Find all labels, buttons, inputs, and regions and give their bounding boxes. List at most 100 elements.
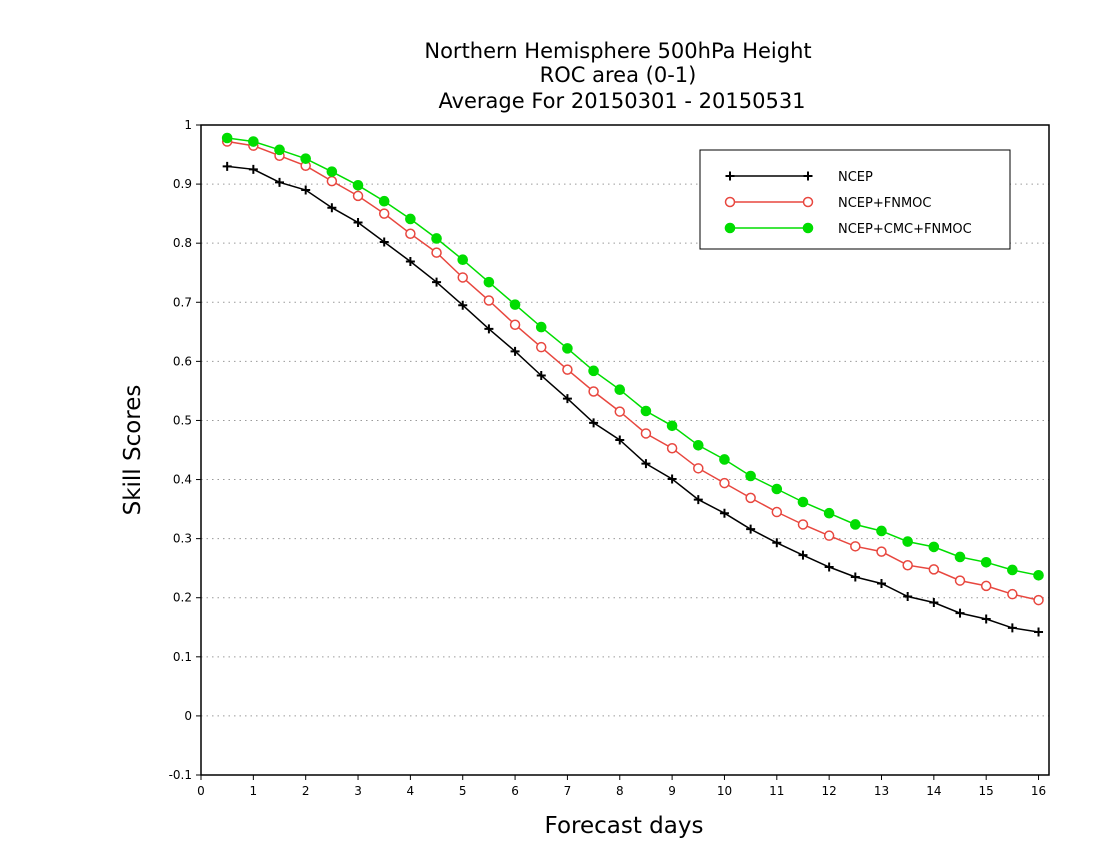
data-point [614,384,626,396]
data-point [772,538,782,548]
legend-label: NCEP [838,170,873,185]
data-point [405,257,415,266]
data-point [562,343,573,354]
data-point [640,405,652,417]
x-tick-label: 12 [822,784,837,798]
data-point [275,177,285,187]
data-point [379,237,389,247]
series-1 [222,161,1044,637]
data-point [876,546,887,557]
series-2 [221,136,1044,606]
data-point [929,597,939,607]
y-tick-label: 0.9 [173,177,192,191]
data-point [745,492,756,504]
gridlines [201,183,1049,717]
data-point [614,406,626,417]
data-point [248,164,258,174]
x-tick-label: 10 [717,784,732,798]
data-point [405,228,416,239]
data-point [431,247,442,258]
data-point [222,161,232,171]
y-tick-label: 1 [184,118,192,132]
data-point [1007,564,1018,576]
legend-marker [803,171,813,181]
data-point [1034,627,1044,637]
y-axis-label: Skill Scores [120,385,146,516]
data-point [1007,623,1017,633]
legend-marker [724,196,736,208]
y-tick-label: 0.4 [173,473,192,487]
chart-title-line-2: ROC area (0-1) [540,63,697,87]
data-point [693,495,703,505]
legend-items: NCEP NCEP+FNMOC NCEP+CMC+FNMOC [724,170,972,237]
series-3 [221,132,1044,581]
y-tick-label: -0.1 [169,768,192,782]
axis-ticks: -0.100.10.20.30.40.50.60.70.80.910 1 2 3 4 5 6… [169,118,1047,798]
y-tick-label: 0.5 [173,413,192,427]
data-point [458,300,468,310]
x-tick-label: 3 [354,784,362,798]
data-point [693,463,704,474]
data-point [903,592,913,602]
data-point [641,459,651,469]
data-point [797,496,809,508]
data-point [457,254,469,266]
data-point [876,525,887,537]
y-tick-label: 0.2 [173,591,192,605]
data-point [353,218,363,227]
series-group [221,132,1044,637]
data-point [667,474,677,484]
y-tick-label: 0.8 [173,236,192,250]
x-tick-label: 2 [302,784,310,798]
data-point [352,179,364,191]
data-point [509,299,521,310]
x-tick-label: 11 [769,784,784,798]
data-point [483,276,495,288]
data-point [327,203,337,213]
data-point [719,508,729,518]
data-point [666,442,678,454]
data-point [378,208,390,219]
data-point [615,435,625,445]
data-point [588,386,599,397]
data-point [902,559,913,571]
data-point [536,371,546,381]
data-point [719,477,730,489]
data-point [823,507,835,519]
x-tick-label: 8 [616,784,624,798]
series-line [227,165,1039,633]
data-point [1033,569,1044,581]
legend-entry: NCEP+FNMOC [724,196,931,211]
data-point [300,153,311,164]
data-point [980,556,992,568]
data-point [562,364,573,375]
y-tick-label: 0.7 [173,295,192,309]
x-tick-label: 15 [979,784,994,798]
x-tick-label: 6 [511,784,519,798]
data-point [405,213,416,225]
chart-title-line-3: Average For 20150301 - 20150531 [438,89,805,113]
x-tick-label: 13 [874,784,889,798]
data-point [980,580,992,592]
data-point [745,470,756,482]
data-point [823,530,835,541]
data-point [719,454,730,465]
data-point [431,233,442,244]
y-tick-label: 0.3 [173,532,192,546]
data-point [483,295,495,306]
data-point [484,324,494,334]
data-point [1033,594,1044,606]
data-point [954,575,966,586]
data-point [221,132,233,144]
x-tick-label: 1 [250,784,258,798]
data-point [850,541,861,552]
y-tick-label: 0.1 [173,650,192,664]
data-point [954,551,966,563]
data-point [301,185,311,195]
x-axis-label: Forecast days [545,813,704,839]
data-point [850,572,860,582]
legend-entry: NCEP+CMC+FNMOC [724,222,972,237]
data-point [1007,588,1018,600]
legend-marker [725,171,735,181]
